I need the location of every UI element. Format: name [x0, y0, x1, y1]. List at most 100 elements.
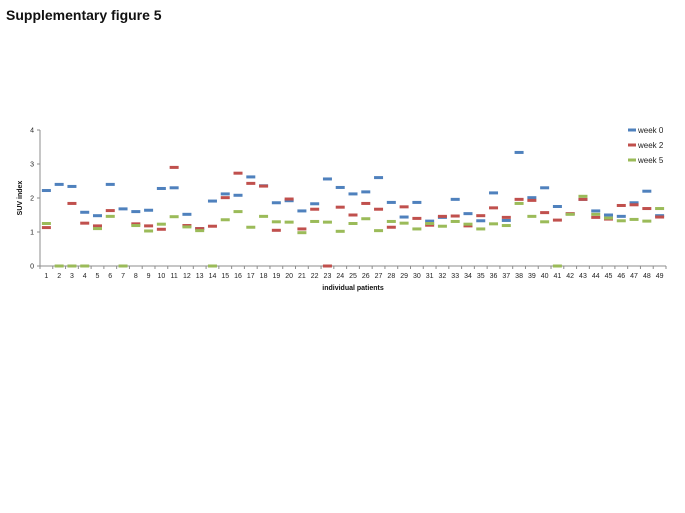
data-point — [501, 224, 511, 228]
data-point — [54, 264, 64, 268]
data-point — [552, 205, 562, 208]
x-tick-label: 39 — [528, 273, 536, 280]
data-point — [310, 202, 320, 206]
data-point — [412, 227, 422, 231]
x-tick-label: 30 — [413, 273, 421, 280]
data-point — [386, 219, 396, 223]
legend-label: week 2 — [637, 141, 664, 150]
data-point — [348, 222, 358, 225]
axes — [39, 130, 666, 267]
y-axis-label: SUV index — [17, 181, 24, 216]
data-point — [514, 150, 524, 154]
data-point — [195, 229, 205, 233]
data-point — [374, 229, 384, 233]
data-point — [131, 210, 141, 214]
data-point — [552, 218, 562, 222]
data-point — [514, 197, 524, 201]
data-point — [501, 218, 511, 222]
data-point — [271, 220, 281, 224]
data-point — [92, 227, 102, 231]
x-tick-label: 44 — [592, 273, 600, 280]
data-point — [591, 209, 601, 213]
x-tick-label: 4 — [83, 273, 87, 280]
data-point — [284, 199, 294, 203]
legend-swatch — [628, 128, 636, 132]
data-point — [233, 193, 243, 197]
data-point — [540, 186, 550, 190]
x-tick-label: 38 — [515, 273, 523, 280]
x-tick-label: 21 — [298, 273, 306, 280]
data-point — [297, 209, 307, 213]
x-tick-label: 9 — [147, 273, 151, 280]
data-point — [220, 218, 230, 222]
data-point — [271, 228, 281, 232]
data-point — [246, 181, 256, 185]
data-point — [246, 225, 256, 229]
x-tick-label: 22 — [311, 273, 319, 280]
data-point — [156, 222, 166, 226]
legend-swatch — [628, 143, 636, 147]
x-tick-label: 1 — [44, 273, 48, 280]
data-point — [552, 264, 562, 268]
data-point — [399, 221, 409, 225]
data-point — [489, 222, 499, 226]
legend: week 0 week 2 week 5 — [628, 126, 664, 165]
x-tick-label: 19 — [272, 273, 280, 280]
data-point — [105, 214, 115, 218]
y-tick-label: 1 — [30, 230, 34, 237]
data-point — [591, 212, 601, 216]
data-point — [233, 171, 243, 175]
legend-label: week 0 — [637, 126, 664, 135]
x-tick-label: 10 — [157, 273, 165, 280]
data-point — [284, 220, 294, 224]
x-tick-label: 34 — [464, 273, 472, 280]
data-point — [578, 194, 588, 198]
data-point — [604, 216, 614, 220]
y-tick-label: 0 — [30, 264, 34, 271]
data-point — [616, 203, 626, 207]
data-point — [476, 227, 486, 231]
x-tick-label: 48 — [643, 273, 651, 280]
data-point — [207, 264, 217, 268]
x-tick-label: 29 — [400, 273, 408, 280]
x-tick-label: 13 — [196, 273, 204, 280]
x-tick-label: 42 — [566, 273, 574, 280]
data-point — [642, 207, 652, 211]
data-point — [489, 206, 499, 210]
data-point — [297, 231, 307, 235]
data-point — [540, 211, 550, 215]
data-point — [386, 200, 396, 204]
data-point — [67, 201, 77, 205]
data-point — [207, 224, 217, 228]
data-point — [322, 177, 332, 181]
x-tick-label: 40 — [541, 273, 549, 280]
data-point — [118, 264, 128, 268]
x-tick-label: 20 — [285, 273, 293, 280]
x-ticks: 1 2 3 4 5 6 7 8 9 10 11 12 13 14 15 16 17 18 19 20 21 22 23 24 2… — [39, 266, 667, 280]
data-point — [80, 210, 90, 214]
data-point — [233, 210, 243, 214]
data-point — [41, 222, 51, 225]
data-point — [80, 221, 90, 225]
data-point — [220, 196, 230, 200]
data-point — [642, 189, 652, 193]
data-point — [616, 214, 626, 218]
data-point — [476, 214, 486, 218]
x-tick-label: 46 — [617, 273, 625, 280]
data-point — [335, 185, 345, 189]
y-tick-label: 4 — [30, 128, 34, 135]
data-point — [348, 213, 358, 217]
x-tick-label: 33 — [451, 273, 459, 280]
data-point — [399, 215, 409, 219]
data-point — [182, 225, 192, 229]
data-point — [259, 184, 269, 188]
x-tick-label: 43 — [579, 273, 587, 280]
data-point — [437, 224, 447, 228]
x-tick-label: 35 — [477, 273, 485, 280]
data-point — [144, 208, 154, 212]
data-point — [246, 175, 256, 179]
series-week-1 — [41, 165, 665, 268]
data-point — [527, 214, 537, 218]
data-point — [527, 196, 537, 200]
